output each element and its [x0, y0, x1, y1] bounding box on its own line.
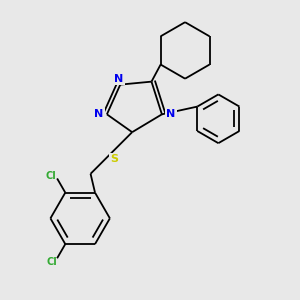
Text: N: N — [94, 109, 103, 119]
Text: Cl: Cl — [46, 171, 56, 181]
Text: N: N — [166, 109, 176, 119]
Text: N: N — [114, 74, 123, 84]
Text: S: S — [110, 154, 118, 164]
Text: Cl: Cl — [46, 257, 57, 267]
